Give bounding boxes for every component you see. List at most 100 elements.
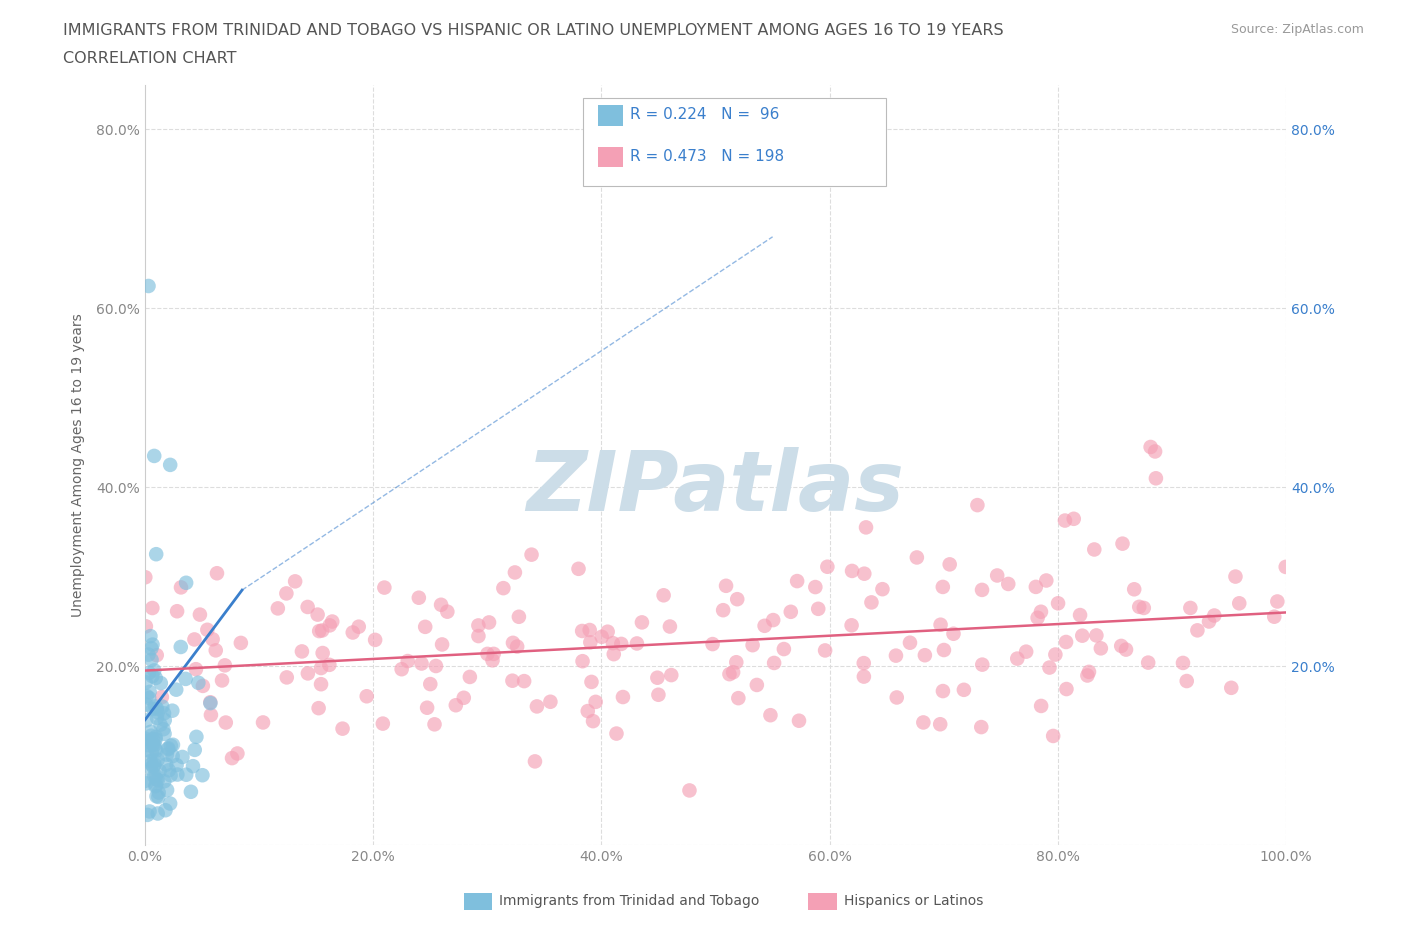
Text: IMMIGRANTS FROM TRINIDAD AND TOBAGO VS HISPANIC OR LATINO UNEMPLOYMENT AMONG AGE: IMMIGRANTS FROM TRINIDAD AND TOBAGO VS H… [63,23,1004,38]
Point [1128,600,1150,615]
Point [211,673,233,688]
Point [603,646,626,661]
Point [727,691,749,706]
Point [141,601,163,616]
Point [170,640,193,655]
Point [745,678,768,693]
Point [652,588,675,603]
Point [146,705,169,720]
Point [142,737,165,751]
Point [166,758,188,773]
Point [139,753,162,768]
Point [763,656,786,671]
Point [153,712,176,727]
Point [467,618,489,633]
Point [138,804,160,819]
Point [145,547,167,562]
Point [538,695,561,710]
Point [929,717,952,732]
Point [596,624,619,639]
Point [135,688,157,703]
Point [319,618,342,632]
Point [143,753,166,768]
Point [138,647,160,662]
Point [966,498,988,512]
Point [458,670,481,684]
Point [932,643,955,658]
Point [139,724,162,739]
Point [162,749,184,764]
Point [138,666,160,681]
Point [145,778,167,793]
Point [1053,513,1076,528]
Y-axis label: Unemployment Among Ages 16 to 19 years: Unemployment Among Ages 16 to 19 years [72,313,86,617]
Point [391,662,413,677]
Point [408,591,430,605]
Point [1123,582,1146,597]
Point [186,729,208,744]
Point [146,711,169,725]
Point [1109,639,1132,654]
Point [711,603,734,618]
Point [166,604,188,618]
Point [276,586,298,601]
Point [184,662,207,677]
Point [884,648,907,663]
Point [321,614,343,629]
Point [148,790,170,804]
Point [508,609,530,624]
Point [229,635,252,650]
Point [134,774,156,789]
Point [626,636,648,651]
Point [149,764,172,778]
Point [741,638,763,653]
Point [134,731,156,746]
Point [1144,471,1167,485]
Point [953,683,976,698]
Point [153,706,176,721]
Point [205,565,228,580]
Point [481,653,503,668]
Point [581,674,603,689]
Point [141,637,163,652]
Point [1029,698,1052,713]
Point [1029,604,1052,619]
Point [855,520,877,535]
Point [146,806,169,821]
Point [146,701,169,716]
Point [1071,629,1094,644]
Point [141,669,163,684]
Point [152,722,174,737]
Point [150,699,173,714]
Point [135,618,157,633]
Point [815,559,838,574]
Point [932,579,955,594]
Point [413,619,436,634]
Point [138,691,160,706]
Point [972,658,994,672]
Point [149,676,172,691]
Text: ZIPatlas: ZIPatlas [527,447,904,528]
Point [221,751,243,765]
Point [162,703,184,718]
Point [187,675,209,690]
Point [1180,601,1202,616]
Point [1038,660,1060,675]
Point [297,666,319,681]
Point [183,632,205,647]
Point [139,761,162,776]
Point [1225,569,1247,584]
Point [138,279,160,294]
Point [174,576,197,591]
Point [436,604,458,619]
Point [145,743,167,758]
Point [492,580,515,595]
Point [135,675,157,690]
Text: Source: ZipAtlas.com: Source: ZipAtlas.com [1230,23,1364,36]
Point [145,778,167,793]
Point [204,643,226,658]
Point [714,578,737,593]
Point [142,701,165,716]
Point [1047,596,1070,611]
Point [143,699,166,714]
